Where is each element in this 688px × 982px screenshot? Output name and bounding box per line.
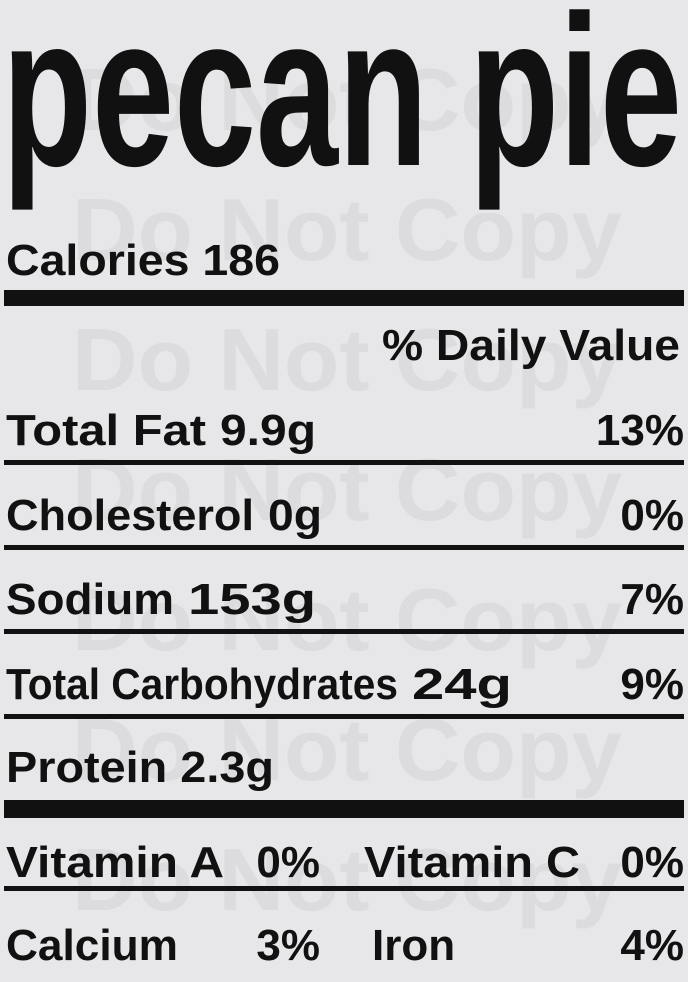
watermark-layer: Do Not Copy Do Not Copy Do Not Copy Do Not …	[72, 50, 622, 929]
calories: Calories 186	[6, 236, 280, 285]
nutrient-dv: 9%	[620, 660, 684, 709]
watermark: Do Not Copy	[72, 50, 622, 149]
rule	[4, 886, 684, 891]
protein-label: Protein	[6, 743, 167, 792]
vitamin-dv: 3%	[256, 921, 320, 970]
protein-amount: 2.3g	[180, 743, 274, 792]
nutrient-name: Total Carbohydrates	[6, 660, 398, 709]
vitamin-name: Vitamin C	[364, 838, 580, 887]
nutrient-rows: Total Fat 9.9g 13% Cholesterol 0g 0% Sodium 153…	[4, 406, 684, 719]
watermark: Do Not Copy	[72, 440, 622, 539]
nutrient-dv: 7%	[620, 575, 684, 624]
nutrient-amount: 9.9g	[220, 406, 316, 455]
nutrient-name: Sodium	[6, 575, 174, 624]
nutrient-name: Cholesterol	[6, 491, 254, 540]
calories-value: 186	[202, 236, 280, 285]
vitamin-dv: 0%	[256, 838, 320, 887]
vitamin-name: Calcium	[6, 921, 178, 970]
nutrient-amount: 153g	[188, 575, 316, 624]
rule	[4, 629, 684, 634]
rule	[4, 460, 684, 465]
watermark: Do Not Copy	[72, 180, 622, 279]
vitamin-name: Iron	[372, 921, 455, 970]
nutrient-amount: 24g	[412, 660, 512, 709]
rule	[4, 714, 684, 719]
nutrient-name: Total Fat	[6, 406, 206, 455]
rule	[4, 545, 684, 550]
vitamin-dv: 4%	[620, 921, 684, 970]
daily-value-header: % Daily Value	[382, 321, 680, 370]
watermark: Do Not Copy	[72, 570, 622, 669]
nutrient-dv: 13%	[596, 406, 684, 455]
thick-rule	[4, 290, 684, 306]
nutrient-dv: 0%	[620, 491, 684, 540]
title: pecan pie	[2, 0, 682, 211]
protein: Protein 2.3g	[6, 743, 274, 792]
vitamin-dv: 0%	[620, 838, 684, 887]
watermark: Do Not Copy	[72, 310, 622, 409]
vitamin-name: Vitamin A	[6, 838, 224, 887]
nutrient-amount: 0g	[268, 491, 322, 540]
calories-label: Calories	[6, 236, 189, 285]
thick-rule	[4, 800, 684, 818]
watermark: Do Not Copy	[72, 830, 622, 929]
